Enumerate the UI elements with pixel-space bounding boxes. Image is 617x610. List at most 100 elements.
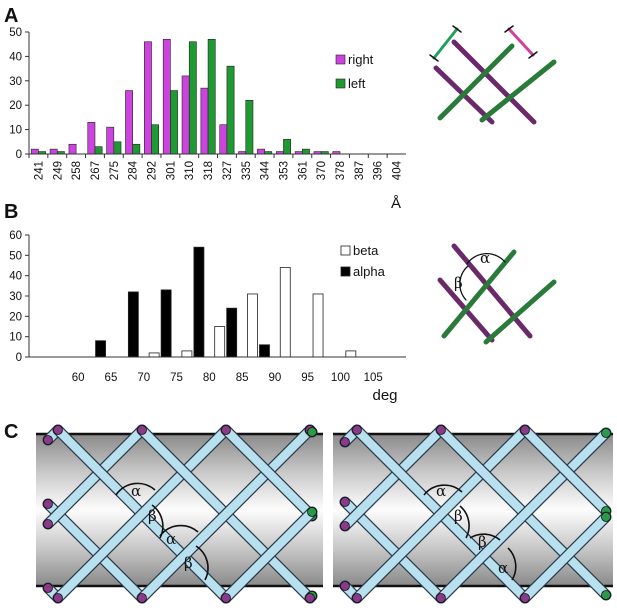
rod-end-node xyxy=(137,425,147,435)
rod-end-node xyxy=(307,427,317,437)
rod-end-node xyxy=(43,583,53,593)
chart-b-xtick-label-85: 85 xyxy=(236,372,249,384)
rod-end-node xyxy=(352,425,362,435)
chart-a-xtick-label-387: 387 xyxy=(354,161,366,180)
chart-b-x-ticks: 60 65 70 75 80 85 90 95 100 105 xyxy=(72,372,383,384)
chart-b-xtick-label-105: 105 xyxy=(364,372,383,384)
bar-right-249 xyxy=(49,148,58,155)
bar-beta-97.5 xyxy=(312,293,324,358)
panel-label-a: A xyxy=(4,5,18,27)
bar-beta-82.5 xyxy=(214,326,226,358)
rod-end-node xyxy=(340,521,350,531)
chart-a-xtick-label-249: 249 xyxy=(52,161,64,180)
bar-right-275 xyxy=(106,126,115,155)
rod-end-node xyxy=(137,593,147,603)
chart-b-ytick-label-40: 40 xyxy=(9,271,22,283)
chart-a-xtick-label-378: 378 xyxy=(335,161,347,180)
chart-a-y-ticks: 0 10 20 30 40 50 xyxy=(9,27,29,161)
chart-b-angle-histogram: 0 10 20 30 40 50 60 60 65 70 75 80 85 90 95 100 105 deg… xyxy=(9,230,406,404)
rod-end-node xyxy=(520,425,530,435)
rod-end-node xyxy=(436,425,446,435)
bar-right-267 xyxy=(87,121,96,155)
rod-end-node xyxy=(436,593,446,603)
bar-beta-102.5 xyxy=(345,350,357,358)
panel-label-c: C xyxy=(4,421,18,443)
chart-a-xtick-label-241: 241 xyxy=(33,161,45,180)
rod-end-node xyxy=(340,497,350,507)
rod-end-node xyxy=(340,581,350,591)
chart-a-ytick-label-30: 30 xyxy=(9,76,22,88)
bar-left-267 xyxy=(94,146,103,155)
lattice-right-alpha-1: α xyxy=(436,482,446,500)
bar-left-318 xyxy=(207,39,216,155)
chart-a-xtick-label-361: 361 xyxy=(297,161,309,180)
legend-swatch-alpha xyxy=(340,266,351,277)
lattice-right-angles xyxy=(423,484,517,581)
bar-left-310 xyxy=(188,41,197,155)
legend-swatch-beta xyxy=(340,245,351,256)
rod-end-node xyxy=(352,593,362,603)
legend-label-alpha: alpha xyxy=(353,264,386,279)
rod xyxy=(520,512,611,603)
rod-end-node xyxy=(53,425,63,435)
bar-right-327 xyxy=(219,124,228,155)
chart-a-xtick-label-353: 353 xyxy=(278,161,290,180)
bar-right-284 xyxy=(125,90,133,155)
chart-a-xtick-label-310: 310 xyxy=(184,161,196,180)
chart-a-x-label: Å xyxy=(391,195,401,212)
bar-left-275 xyxy=(113,141,122,155)
chart-a-xtick-label-292: 292 xyxy=(147,161,159,180)
chart-b-xtick-label-70: 70 xyxy=(137,372,150,384)
legend-label-left: left xyxy=(348,76,366,91)
rod-end-node xyxy=(43,499,53,509)
rod xyxy=(221,425,317,521)
rod xyxy=(43,499,147,603)
chart-b-xtick-label-60: 60 xyxy=(72,372,85,384)
bar-beta-72.5 xyxy=(148,352,160,358)
bar-left-284 xyxy=(132,143,141,155)
chart-b-xtick-label-95: 95 xyxy=(301,372,314,384)
legend-label-beta: beta xyxy=(353,243,379,258)
chart-a-xtick-label-396: 396 xyxy=(373,161,385,180)
bar-alpha-62.5 xyxy=(95,340,106,358)
chart-b-xtick-label-90: 90 xyxy=(268,372,281,384)
chart-b-xtick-label-65: 65 xyxy=(105,372,118,384)
chart-a-xtick-label-327: 327 xyxy=(222,161,234,180)
rod-end-node xyxy=(601,428,611,438)
schematic-b-rod-crossing: α β xyxy=(437,243,557,345)
rod-end-node xyxy=(520,593,530,603)
bar-left-292 xyxy=(151,124,160,155)
schematic-b-beta-label: β xyxy=(454,274,463,292)
chart-a-xtick-label-335: 335 xyxy=(241,161,253,180)
bar-alpha-82.5 xyxy=(226,307,238,358)
rod-end-node xyxy=(601,590,611,600)
rod xyxy=(340,425,446,531)
rod xyxy=(352,425,530,603)
rod-end-node xyxy=(305,593,315,603)
chart-a-ytick-label-0: 0 xyxy=(16,149,22,161)
chart-b-xtick-label-100: 100 xyxy=(331,372,350,384)
lattice-left-alpha-2: α xyxy=(166,530,176,548)
bar-right-301 xyxy=(162,39,171,155)
chart-a-xtick-label-344: 344 xyxy=(260,160,272,180)
chart-b-ytick-label-10: 10 xyxy=(9,332,22,344)
panel-label-b: B xyxy=(4,201,18,223)
rod xyxy=(520,425,611,516)
chart-a-distance-histogram: 0 10 20 30 40 50 241 249 258 267 275 284 292 301 310 3… xyxy=(9,27,406,212)
lattice-right xyxy=(339,424,612,604)
chart-b-bars xyxy=(95,246,357,358)
chart-a-bars xyxy=(30,39,341,155)
chart-a-xtick-label-301: 301 xyxy=(165,161,177,180)
lattice-right-alpha-2: α xyxy=(498,559,508,577)
chart-a-x-ticks: 241 249 258 267 275 284 292 301 310 318 327 335 344 3… xyxy=(28,154,404,180)
lattice-left xyxy=(42,424,318,604)
bar-left-301 xyxy=(170,90,178,155)
legend-swatch-left xyxy=(335,78,346,89)
lattice-left-beta-1: β xyxy=(148,507,157,525)
chart-a-ytick-label-50: 50 xyxy=(9,27,22,39)
schematic-b-alpha-label: α xyxy=(480,249,490,267)
rod-end-node xyxy=(221,425,231,435)
bar-right-258 xyxy=(68,143,77,155)
bar-right-292 xyxy=(144,41,152,155)
